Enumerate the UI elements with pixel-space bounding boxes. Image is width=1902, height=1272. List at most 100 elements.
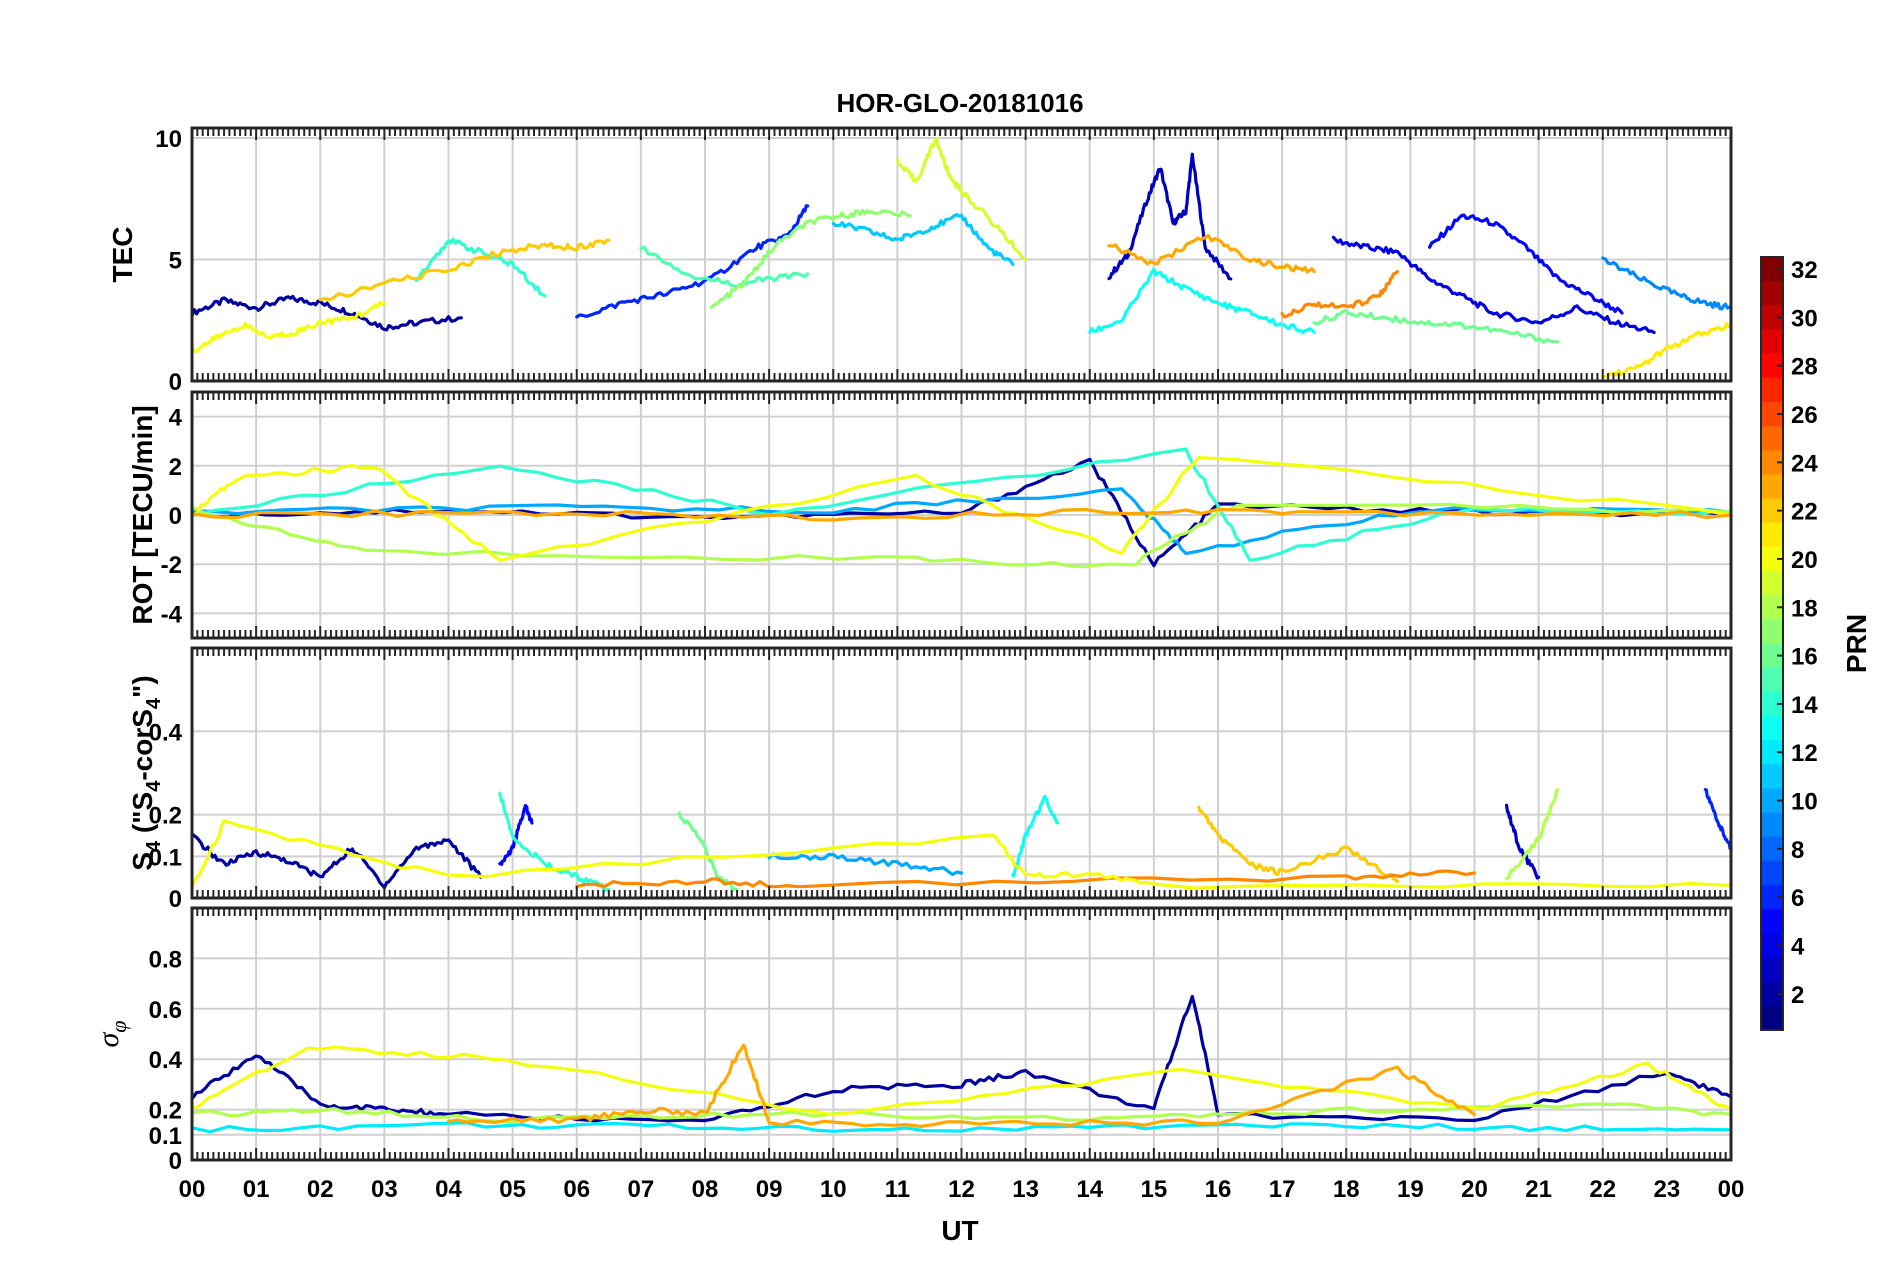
series-sigma_phi-prn-20 <box>190 1045 1733 1117</box>
series-tec-prn-16 <box>1312 308 1560 344</box>
colorbar-tick-label: 16 <box>1791 644 1818 671</box>
series-s4-prn-22 <box>1197 805 1400 883</box>
series-s4-prn-6 <box>1703 787 1733 851</box>
series-sigma_phi-prn-12 <box>190 1121 1733 1134</box>
panel-s4-frame <box>190 646 1733 900</box>
series-rot-prn-20 <box>190 456 1733 562</box>
series-tec-prn-2 <box>190 294 463 332</box>
y-axis-label-part: 4 <box>143 840 165 852</box>
colorbar-tick-label: 32 <box>1791 257 1818 284</box>
x-tick-label: 13 <box>1012 1176 1039 1203</box>
x-tick-label: 00 <box>179 1176 206 1203</box>
series-s4-prn-10 <box>767 852 964 877</box>
y-tick-label: 0 <box>169 369 182 396</box>
x-tick-label: 07 <box>628 1176 655 1203</box>
colorbar-swatch-prn-2 <box>1761 981 1783 1007</box>
panel-tec-frame <box>190 126 1733 383</box>
x-tick-label: 02 <box>307 1176 334 1203</box>
y-axis-label-part: ") <box>127 675 158 698</box>
colorbar-swatch-prn-6 <box>1761 885 1783 910</box>
series-sigma_phi-prn-23 <box>446 1043 1477 1129</box>
y-axis-label-tec: TEC <box>107 227 138 283</box>
series-tec-prn-20 <box>190 300 386 356</box>
panel-s4: 00.10.20.4S4 ("S4-corS4") <box>127 646 1733 913</box>
x-tick-label: 22 <box>1589 1176 1616 1203</box>
y-axis-label-part: σ <box>92 1031 125 1047</box>
series-tec-prn-9 <box>1601 256 1733 311</box>
colorbar-tick-label: 4 <box>1791 933 1805 960</box>
series-tec-prn-23 <box>1107 233 1316 274</box>
series-rot-prn-18 <box>190 502 1733 569</box>
series-tec-prn-6 <box>575 204 810 319</box>
x-tick-label: 17 <box>1269 1176 1296 1203</box>
colorbar-frame <box>1760 256 1784 1031</box>
colorbar-swatch-prn-22 <box>1761 498 1783 524</box>
colorbar-tick-label: 30 <box>1791 305 1818 332</box>
series-rot-prn-10 <box>190 487 1733 556</box>
y-tick-label: 0.2 <box>149 803 182 830</box>
colorbar-tick-label: 6 <box>1791 885 1804 912</box>
series-s4-prn-24 <box>575 869 1477 889</box>
y-tick-label: 4 <box>169 405 183 432</box>
y-tick-label: 0 <box>169 503 182 530</box>
colorbar-swatch-prn-30 <box>1761 305 1783 331</box>
series-tec-prn-24 <box>1280 270 1400 319</box>
colorbar-swatch-prn-9 <box>1761 812 1783 838</box>
y-tick-label: 0.1 <box>149 1123 182 1150</box>
series-rot-prn-2 <box>190 457 1733 568</box>
y-tick-label: 5 <box>169 248 182 275</box>
x-tick-label: 11 <box>885 1176 910 1203</box>
series-rot-prn-23 <box>190 507 1733 522</box>
colorbar-swatch-prn-16 <box>1761 643 1783 669</box>
x-tick-label: 00 <box>1718 1176 1745 1203</box>
colorbar-swatch-prn-13 <box>1761 715 1783 741</box>
series-s4-prn-18 <box>1504 788 1560 881</box>
y-axis-label-part: 4 <box>143 697 165 709</box>
series-s4-prn-14 <box>498 791 611 893</box>
x-tick-label: 01 <box>243 1176 270 1203</box>
colorbar-swatch-prn-10 <box>1761 788 1783 814</box>
colorbar-swatch-prn-3 <box>1761 957 1783 983</box>
y-tick-label: 0 <box>169 1148 182 1175</box>
series-rot-prn-14 <box>190 447 1733 562</box>
colorbar-tick-label: 24 <box>1791 450 1818 477</box>
y-axis-label-part: ("S <box>127 792 158 841</box>
x-tick-label: 23 <box>1654 1176 1681 1203</box>
x-tick-label: 06 <box>563 1176 590 1203</box>
x-tick-label: 14 <box>1076 1176 1103 1203</box>
y-axis-label-part: φ <box>106 1021 131 1033</box>
y-tick-label: 0.2 <box>149 1098 182 1125</box>
colorbar-tick-label: 8 <box>1791 837 1804 864</box>
x-tick-label: 19 <box>1397 1176 1424 1203</box>
y-axis-label-part: S <box>127 852 158 871</box>
x-tick-label: 08 <box>692 1176 719 1203</box>
series-s4-prn-20 <box>190 818 1733 890</box>
panel-rot: -4 -2 0 2 4 ROT [TECU/min] <box>127 390 1733 640</box>
x-tick-label: 20 <box>1461 1176 1488 1203</box>
x-tick-label: 04 <box>435 1176 462 1203</box>
y-axis-label-part: -corS <box>127 709 158 781</box>
colorbar-swatch-prn-28 <box>1761 353 1783 379</box>
y-tick-label: 0.4 <box>149 719 183 746</box>
y-tick-label: 0.1 <box>149 844 182 871</box>
series-tec-prn-14 <box>414 237 547 298</box>
colorbar-swatch-prn-5 <box>1761 909 1783 934</box>
series-s4-prn-2 <box>190 831 483 890</box>
colorbar-swatch-prn-12 <box>1761 740 1783 765</box>
colorbar-swatch-prn-8 <box>1761 836 1783 862</box>
series-tec-prn-19 <box>895 137 1028 262</box>
colorbar-tick-label: 2 <box>1791 982 1804 1009</box>
y-tick-label: -2 <box>161 552 182 579</box>
y-tick-label: 10 <box>155 126 182 153</box>
colorbar-tick-label: 18 <box>1791 595 1818 622</box>
colorbar-swatch-prn-1 <box>1761 1005 1783 1031</box>
panel-tec: 0 5 10 TEC <box>107 126 1733 396</box>
colorbar-swatch-prn-7 <box>1761 860 1783 886</box>
series-s4-prn-13 <box>1011 794 1060 878</box>
colorbar-tick-label: 20 <box>1791 547 1818 574</box>
series-tec-prn-17 <box>709 208 912 309</box>
colorbar-swatch-prn-21 <box>1761 522 1783 548</box>
series-tec-prn-13 <box>1088 267 1316 335</box>
